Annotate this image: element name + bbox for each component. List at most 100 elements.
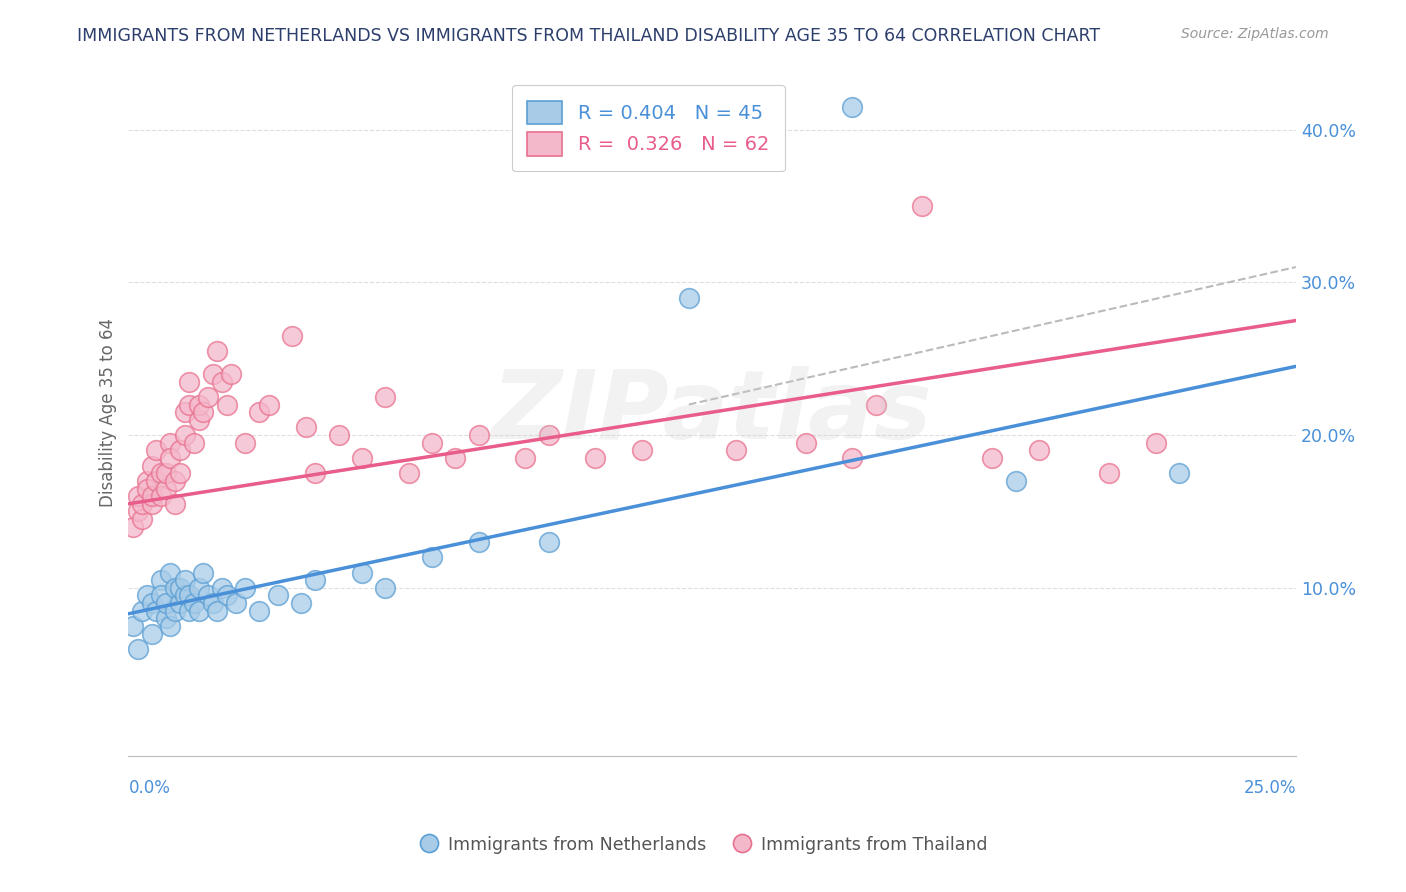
Point bbox=[187, 398, 209, 412]
Point bbox=[444, 450, 467, 465]
Point bbox=[374, 390, 396, 404]
Point bbox=[981, 450, 1004, 465]
Point bbox=[205, 344, 228, 359]
Point bbox=[1144, 435, 1167, 450]
Point bbox=[201, 596, 224, 610]
Point bbox=[165, 497, 187, 511]
Point bbox=[467, 428, 489, 442]
Point bbox=[165, 474, 187, 488]
Point bbox=[173, 589, 195, 603]
Point bbox=[205, 604, 228, 618]
Point bbox=[155, 596, 177, 610]
Point bbox=[398, 467, 420, 481]
Point bbox=[247, 405, 270, 419]
Text: Source: ZipAtlas.com: Source: ZipAtlas.com bbox=[1181, 27, 1329, 41]
Point bbox=[724, 443, 747, 458]
Point bbox=[165, 581, 187, 595]
Point bbox=[150, 489, 173, 503]
Point bbox=[169, 581, 191, 595]
Point bbox=[193, 566, 215, 580]
Point bbox=[159, 566, 181, 580]
Point bbox=[141, 497, 163, 511]
Point bbox=[159, 619, 181, 633]
Point bbox=[150, 467, 173, 481]
Point bbox=[141, 458, 163, 473]
Point bbox=[583, 450, 606, 465]
Point bbox=[131, 497, 153, 511]
Legend: Immigrants from Netherlands, Immigrants from Thailand: Immigrants from Netherlands, Immigrants … bbox=[411, 829, 995, 861]
Point bbox=[136, 482, 159, 496]
Point bbox=[304, 467, 326, 481]
Point bbox=[150, 573, 173, 587]
Point bbox=[215, 398, 238, 412]
Point bbox=[141, 626, 163, 640]
Point bbox=[145, 443, 167, 458]
Text: 0.0%: 0.0% bbox=[128, 779, 170, 797]
Point bbox=[150, 589, 173, 603]
Point bbox=[145, 474, 167, 488]
Point bbox=[304, 573, 326, 587]
Point bbox=[267, 589, 290, 603]
Point bbox=[197, 589, 219, 603]
Text: IMMIGRANTS FROM NETHERLANDS VS IMMIGRANTS FROM THAILAND DISABILITY AGE 35 TO 64 : IMMIGRANTS FROM NETHERLANDS VS IMMIGRANT… bbox=[77, 27, 1101, 45]
Point bbox=[141, 596, 163, 610]
Point bbox=[136, 589, 159, 603]
Point bbox=[159, 435, 181, 450]
Point bbox=[537, 428, 560, 442]
Point bbox=[233, 581, 256, 595]
Point bbox=[420, 550, 443, 565]
Point bbox=[1004, 474, 1026, 488]
Point bbox=[865, 398, 887, 412]
Point bbox=[281, 328, 304, 343]
Point bbox=[841, 100, 863, 114]
Point bbox=[136, 474, 159, 488]
Point bbox=[122, 519, 145, 533]
Point bbox=[911, 199, 934, 213]
Text: ZIPatlas: ZIPatlas bbox=[492, 366, 932, 458]
Point bbox=[122, 619, 145, 633]
Point bbox=[127, 504, 149, 518]
Point bbox=[193, 405, 215, 419]
Point bbox=[467, 535, 489, 549]
Point bbox=[187, 413, 209, 427]
Point bbox=[794, 435, 817, 450]
Text: 25.0%: 25.0% bbox=[1243, 779, 1296, 797]
Point bbox=[350, 450, 373, 465]
Point bbox=[169, 596, 191, 610]
Point bbox=[127, 641, 149, 656]
Y-axis label: Disability Age 35 to 64: Disability Age 35 to 64 bbox=[100, 318, 117, 507]
Point bbox=[131, 604, 153, 618]
Point bbox=[155, 482, 177, 496]
Point bbox=[225, 596, 247, 610]
Point bbox=[183, 596, 205, 610]
Point bbox=[420, 435, 443, 450]
Point bbox=[145, 604, 167, 618]
Point bbox=[537, 535, 560, 549]
Point bbox=[233, 435, 256, 450]
Point bbox=[328, 428, 350, 442]
Point bbox=[1098, 467, 1121, 481]
Point bbox=[155, 611, 177, 625]
Point bbox=[169, 443, 191, 458]
Point bbox=[211, 375, 233, 389]
Point bbox=[257, 398, 280, 412]
Point bbox=[219, 367, 242, 381]
Point bbox=[165, 604, 187, 618]
Point bbox=[155, 467, 177, 481]
Point bbox=[631, 443, 654, 458]
Point bbox=[211, 581, 233, 595]
Point bbox=[1168, 467, 1191, 481]
Point bbox=[187, 581, 209, 595]
Point bbox=[141, 489, 163, 503]
Point bbox=[173, 573, 195, 587]
Point bbox=[374, 581, 396, 595]
Point bbox=[173, 428, 195, 442]
Point bbox=[169, 467, 191, 481]
Point bbox=[215, 589, 238, 603]
Point bbox=[295, 420, 318, 434]
Point bbox=[179, 398, 201, 412]
Point bbox=[179, 589, 201, 603]
Point bbox=[127, 489, 149, 503]
Point bbox=[247, 604, 270, 618]
Point bbox=[197, 390, 219, 404]
